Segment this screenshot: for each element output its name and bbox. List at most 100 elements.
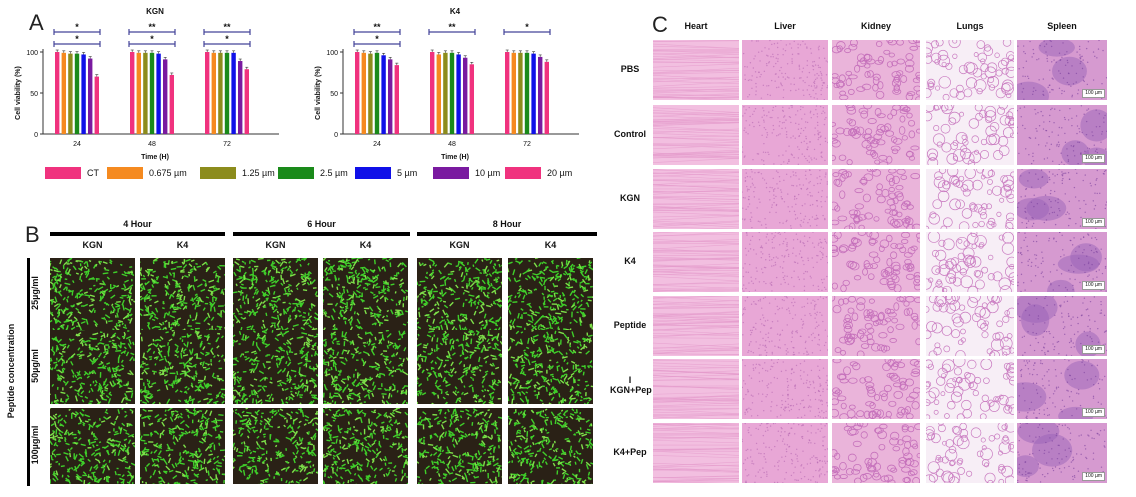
histology-image [832,423,920,483]
y-axis-label: Cell viability (%) [315,66,322,120]
scale-bar-label: 100 µm [1082,281,1105,290]
bar [163,59,168,134]
fluorescence-image [140,258,225,330]
time-underline [233,232,410,236]
histology-image [653,359,739,419]
y-axis-label: Cell viability (%) [15,66,22,120]
x-axis-label: Time (H) [141,154,169,161]
bar [436,54,441,134]
organ-column-label: Liver [774,21,796,31]
significance-mark: ** [448,22,456,32]
legend-label: 1.25 µm [242,168,275,178]
significance-mark: * [150,34,154,44]
histology-image [653,232,739,292]
panel-b-letter: B [25,222,40,247]
fluorescence-image [417,258,502,330]
fluorescence-image [50,258,135,330]
x-tick-label: 48 [148,141,156,148]
legend-item: 2.5 µm [278,167,348,179]
bar [149,52,155,134]
chart-title: KGN [146,7,164,16]
scale-bar-label: 100 µm [1082,472,1105,481]
histology-image [832,40,920,100]
x-tick-label: 24 [73,141,81,148]
bar [238,61,243,134]
y-tick-label: 0 [334,132,338,139]
histology-image [742,40,828,100]
organ-column-label: Heart [684,21,708,31]
concentration-axis-line [27,258,30,486]
peptide-column-label: KGN [82,240,103,250]
panel-a-letter: A [29,10,44,35]
legend-label: 2.5 µm [320,168,348,178]
legend-swatch [200,167,236,179]
fluorescence-image [508,258,593,330]
histology-image [653,40,739,100]
fluorescence-image [140,330,225,404]
legend-label: 20 µm [547,168,573,178]
concentration-label: 100µg/ml [30,425,40,465]
histology-image [832,105,920,165]
y-tick-label: 100 [326,50,338,57]
histology-image [832,232,920,292]
bar [55,52,60,134]
bar [224,52,230,134]
treatment-row-label: K4+Pep [613,447,647,457]
legend-item: 20 µm [505,167,572,179]
histology-image [832,169,920,229]
legend-swatch [355,167,391,179]
legend-swatch [278,167,314,179]
fluorescence-image [50,330,135,404]
treatment-row-label: PBS [620,64,640,74]
fluorescence-image [508,330,593,404]
fluorescence-image [323,408,408,484]
legend-item: 0.675 µm [107,167,187,179]
bar [61,52,66,134]
peptide-column-label: K4 [176,240,189,250]
bar [538,56,543,134]
bar [463,57,468,134]
bar [531,53,536,134]
legend-swatch [433,167,469,179]
bar [518,52,523,134]
x-tick-label: 72 [223,141,231,148]
legend-swatch [45,167,81,179]
bar [130,52,135,134]
bar [456,54,461,134]
fluorescence-image [323,258,408,330]
bar [231,52,236,134]
time-underline [417,232,597,236]
bar [511,52,516,134]
legend-label: CT [87,168,99,178]
histology-image [742,423,828,483]
bar [205,52,210,134]
y-tick-label: 50 [330,91,338,98]
x-axis-label: Time (H) [441,154,469,161]
bar [94,76,99,134]
histology-image [926,296,1014,356]
bar [430,52,435,134]
histology-image [926,359,1014,419]
time-label: 8 Hour [492,219,522,229]
organ-column-label: Spleen [1047,21,1077,31]
histology-image [653,105,739,165]
bar [211,52,216,134]
x-tick-label: 72 [523,141,531,148]
treatment-row-label: K4 [624,256,636,266]
bar [68,53,73,134]
bar [443,52,448,134]
scale-bar-label: 100 µm [1082,345,1105,354]
bar [74,53,80,134]
fluorescence-image [140,408,225,484]
bar [394,65,399,134]
bar [469,64,474,134]
bar [368,53,373,134]
histology-image: 100 µm [1017,169,1107,229]
histology-image [832,359,920,419]
y-tick-label: 50 [30,91,38,98]
x-tick-label: 24 [373,141,381,148]
x-tick-label: 48 [448,141,456,148]
histology-image: 100 µm [1017,423,1107,483]
histology-image [832,296,920,356]
